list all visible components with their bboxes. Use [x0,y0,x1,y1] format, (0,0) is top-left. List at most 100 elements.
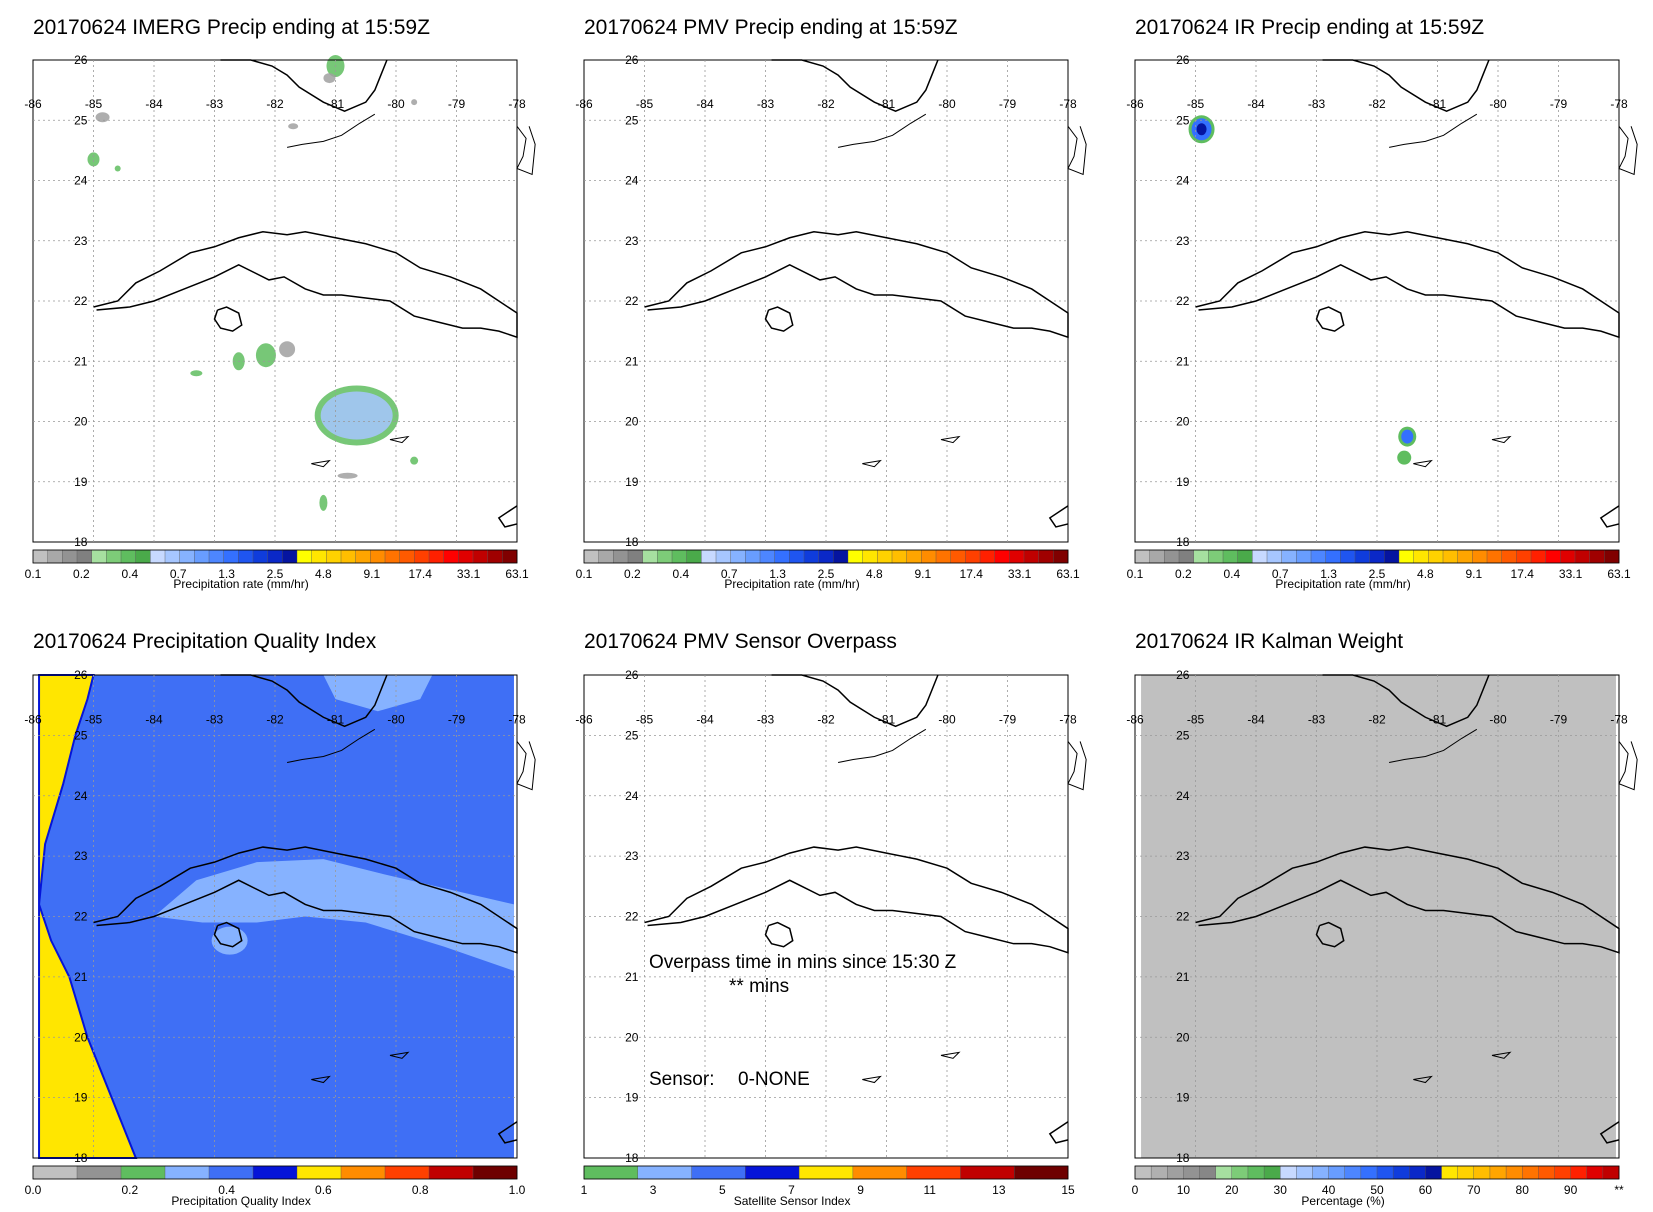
colorbar-swatch [730,549,746,564]
colorbar-swatch [1442,549,1459,564]
colorbar-tick-label: 63.1 [1607,567,1631,581]
colorbar-swatch [1413,549,1429,564]
colorbar-tick-label: 2.5 [267,567,284,581]
colorbar-tick-label: 33.1 [457,567,481,581]
lat-tick-label: 20 [74,1030,88,1044]
colorbar-swatch [994,549,1010,564]
colorbar-tick-label: 0.4 [218,1183,235,1197]
panel-imerg-precip: 20170624 IMERG Precip ending at 15:59Z -… [0,0,551,606]
colorbar-tick-label: 4.8 [1417,567,1434,581]
colorbar-tick-label: 60 [1419,1183,1433,1197]
colorbar-swatch [1164,549,1180,564]
colorbar-swatch [1545,549,1561,564]
colorbar-swatch [1279,1165,1297,1180]
lat-tick-label: 24 [74,174,88,188]
lat-tick-label: 20 [1176,1030,1190,1044]
colorbar-swatch [1296,549,1312,564]
colorbar-border [32,1165,518,1180]
hispaniola-coast [1048,1121,1069,1144]
colorbar-swatch [1586,1165,1604,1180]
panel-title: 20170624 IMERG Precip ending at 15:59Z [33,16,430,39]
colorbar-tick-label: 20 [1225,1183,1239,1197]
colorbar-tick-label: 9 [857,1183,864,1197]
lat-labels: 26 25 24 23 22 21 20 19 18 [1176,668,1190,1165]
colorbar-swatch [1354,549,1371,564]
lat-tick-label: 20 [1176,415,1190,429]
lat-tick-label: 25 [74,728,88,742]
precip-cell [319,494,328,511]
colorbar-swatch [1360,1165,1378,1180]
colorbar-border [583,549,1069,564]
colorbar-tick-label: 13 [992,1183,1006,1197]
lat-tick-label: 25 [74,113,88,127]
lat-lon-grid [1135,60,1619,542]
colorbar-swatch [120,1165,166,1180]
colorbar-swatch [311,549,327,564]
colorbar-tick-label: 50 [1370,1183,1384,1197]
florida-keys [838,113,927,148]
cayman-islands [1413,1075,1433,1084]
colorbar-swatch [935,549,952,564]
colorbar-tick-label: 9.1 [363,567,380,581]
colorbar-swatch [252,549,269,564]
colorbar-swatch [818,549,834,564]
colorbar-tick-label: 70 [1467,1183,1481,1197]
colorbar-tick-label: 1 [581,1183,588,1197]
colorbar-swatch [1208,549,1224,564]
precip-field [1141,675,1616,1158]
lon-labels: -86 -85 -84 -83 -82 -81 -80 -79 -78 [24,97,526,111]
cuba-coast [93,230,518,339]
colorbar-tick-label: 0.4 [121,567,138,581]
hispaniola-coast [1599,1121,1620,1144]
lat-tick-label: 25 [625,728,639,742]
precip-cell [1401,429,1414,444]
colorbar-swatch [1247,1165,1265,1180]
colorbar-swatch [1038,549,1054,564]
lat-tick-label: 21 [74,354,88,368]
colorbar-swatch [833,549,849,564]
lon-tick-label: -86 [575,97,593,111]
colorbar-swatch [789,549,805,564]
lat-tick-label: 18 [1176,1151,1190,1165]
colorbar-swatch [906,1165,961,1180]
colorbar-swatch [583,549,600,564]
florida-keys [1389,113,1478,148]
lon-labels: -86 -85 -84 -83 -82 -81 -80 -79 -78 [575,712,1077,726]
bahamas-coast [516,125,536,176]
colorbar: 0.0 0.2 0.4 0.6 0.8 1.0 Precipitation Quality … [25,1165,526,1208]
sensor-label: Sensor: [649,1069,715,1090]
colorbar-swatch [862,549,878,564]
colorbar-swatch [613,549,629,564]
lat-tick-label: 26 [625,53,639,67]
colorbar-tick-label: 30 [1274,1183,1288,1197]
colorbar-swatch [1589,549,1605,564]
coastline [644,59,1087,528]
hispaniola-coast [1048,505,1069,528]
colorbar-swatch [1428,549,1444,564]
colorbar-swatch [1167,1165,1184,1180]
colorbar-swatch [47,549,63,564]
panel-title: 20170624 Precipitation Quality Index [33,630,377,653]
kalman-weight-region [1141,675,1616,1158]
colorbar-swatch [91,549,107,564]
colorbar-tick-label: 1.3 [218,567,235,581]
lon-tick-label: -83 [1308,97,1326,111]
isla-juventud-coast [213,306,243,332]
lat-tick-label: 22 [625,910,639,924]
colorbar-tick-label: 0.2 [624,567,641,581]
colorbar-swatch [106,549,122,564]
lat-tick-label: 24 [1176,789,1190,803]
lat-tick-label: 24 [74,789,88,803]
lat-tick-label: 25 [1176,113,1190,127]
colorbar-swatch [1604,549,1620,564]
colorbar-swatch [1344,1165,1362,1180]
lon-tick-label: -78 [1059,97,1077,111]
cayman-islands [940,1051,961,1059]
precip-cell [1196,123,1207,136]
colorbar-tick-label: 7 [788,1183,795,1197]
colorbar-swatch [296,1165,342,1180]
colorbar-swatch [32,549,49,564]
lon-tick-label: -79 [1550,97,1568,111]
lon-tick-label: -81 [1429,97,1447,111]
colorbar-tick-label: 0.8 [412,1183,429,1197]
